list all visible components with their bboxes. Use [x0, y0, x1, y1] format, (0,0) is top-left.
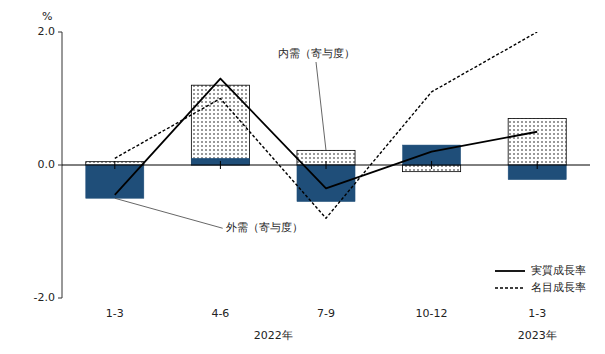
- category-tick: [537, 161, 538, 169]
- callout-leader: [115, 198, 223, 228]
- domestic-bar: [191, 85, 249, 165]
- x-tick-label: 4-6: [211, 307, 229, 320]
- legend: 実質成長率名目成長率: [495, 264, 586, 294]
- callout-label: 内需（寄与度）: [278, 47, 355, 60]
- legend-swatch: [495, 270, 525, 272]
- x-tick-label: 1-3: [106, 307, 124, 320]
- y-tick-label: 0.0: [38, 158, 56, 171]
- bar: [86, 165, 144, 198]
- y-axis-label: %: [42, 10, 52, 23]
- category-tick: [220, 161, 221, 169]
- y-tick: [58, 32, 62, 33]
- y-tick: [58, 165, 62, 166]
- lines: [115, 32, 537, 218]
- line: [115, 32, 537, 218]
- x-group-label: 2022年: [254, 329, 293, 342]
- callout-label: 外需（寄与度）: [226, 221, 303, 234]
- y-tick: [58, 298, 62, 299]
- category-tick: [114, 161, 115, 169]
- legend-swatch: [495, 287, 525, 288]
- y-tick-label: 2.0: [38, 25, 56, 38]
- category-tick: [431, 161, 432, 169]
- legend-label: 名目成長率: [531, 281, 586, 294]
- x-tick-label: 7-9: [317, 307, 335, 320]
- line: [115, 79, 537, 195]
- callout-leader: [316, 62, 326, 150]
- chart: -2.0 0.0 2.0% 1-3 4-6 7-9 10-12 1-3 2022年 2023年 内需…: [0, 0, 605, 354]
- category-tick: [326, 161, 327, 169]
- x-tick-label: 10-12: [416, 307, 448, 320]
- plot-area: [86, 85, 566, 201]
- y-tick-label: -2.0: [34, 291, 55, 304]
- legend-label: 実質成長率: [531, 264, 586, 277]
- x-tick-label: 1-3: [528, 307, 546, 320]
- x-group-label: 2023年: [518, 329, 557, 342]
- domestic-bar: [508, 118, 566, 165]
